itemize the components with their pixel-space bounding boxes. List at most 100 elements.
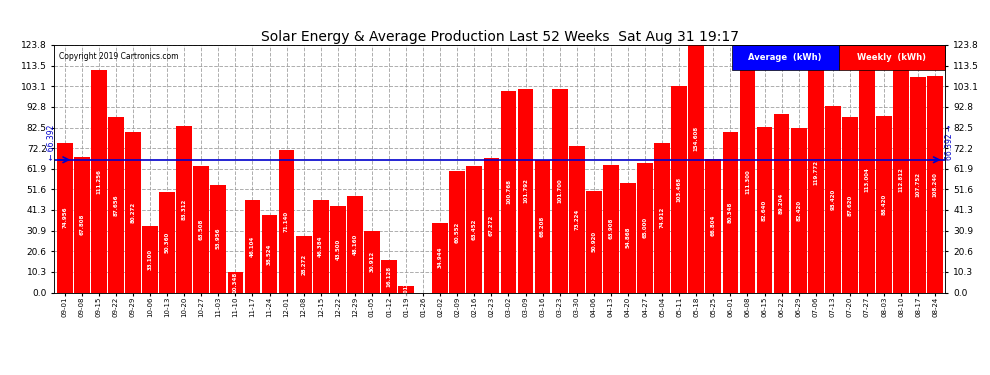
Text: 82.640: 82.640 — [762, 199, 767, 220]
Text: 30.912: 30.912 — [369, 251, 374, 272]
Text: 53.956: 53.956 — [216, 228, 221, 249]
Bar — [876, 116, 892, 292]
Text: 112.812: 112.812 — [899, 167, 904, 192]
Bar — [364, 231, 380, 292]
Bar — [143, 226, 157, 292]
Bar — [671, 86, 687, 292]
Text: 154.608: 154.608 — [694, 125, 699, 150]
Bar — [381, 260, 397, 292]
Text: 82.420: 82.420 — [796, 200, 801, 220]
Bar — [91, 70, 107, 292]
Text: 80.272: 80.272 — [131, 202, 136, 223]
Bar — [193, 165, 209, 292]
Text: ← 66.392: ← 66.392 — [48, 124, 56, 160]
Bar — [398, 286, 414, 292]
Bar — [449, 171, 465, 292]
Bar — [466, 166, 482, 292]
Text: 101.792: 101.792 — [523, 178, 528, 203]
Text: 67.272: 67.272 — [489, 214, 494, 236]
Text: 50.360: 50.360 — [164, 231, 169, 253]
Text: 111.300: 111.300 — [744, 169, 750, 194]
Bar — [279, 150, 294, 292]
Bar — [313, 200, 329, 292]
Text: 54.868: 54.868 — [626, 227, 631, 248]
Bar — [825, 106, 841, 292]
Text: 89.204: 89.204 — [779, 193, 784, 214]
Bar — [483, 158, 499, 292]
Text: 10.348: 10.348 — [233, 272, 238, 293]
Text: 28.272: 28.272 — [301, 254, 306, 275]
Bar — [569, 146, 585, 292]
Bar — [261, 216, 277, 292]
Text: 38.524: 38.524 — [267, 243, 272, 265]
Text: 87.656: 87.656 — [114, 194, 119, 216]
Bar — [108, 117, 124, 292]
Bar — [74, 157, 90, 292]
Text: 63.508: 63.508 — [199, 218, 204, 240]
Text: 83.312: 83.312 — [182, 199, 187, 220]
Text: 60.552: 60.552 — [454, 221, 459, 243]
Text: 63.908: 63.908 — [609, 218, 614, 239]
Bar — [125, 132, 141, 292]
Bar — [808, 53, 824, 292]
Bar — [245, 200, 260, 292]
Text: 80.348: 80.348 — [728, 201, 733, 223]
Bar — [740, 70, 755, 292]
Text: 111.256: 111.256 — [96, 169, 101, 194]
Text: 113.004: 113.004 — [864, 167, 869, 192]
Bar — [688, 0, 704, 292]
Bar — [347, 196, 362, 292]
Text: 101.700: 101.700 — [557, 178, 562, 203]
Bar — [551, 89, 567, 292]
Bar — [56, 142, 72, 292]
Bar — [603, 165, 619, 292]
Bar — [211, 184, 226, 292]
Bar — [842, 117, 857, 292]
Text: Copyright 2019 Cartronics.com: Copyright 2019 Cartronics.com — [59, 53, 178, 62]
Bar — [159, 192, 175, 292]
Text: 3.012: 3.012 — [404, 282, 409, 297]
Text: 67.808: 67.808 — [79, 214, 84, 236]
Bar — [638, 162, 652, 292]
Bar — [620, 183, 636, 292]
Bar — [928, 76, 943, 292]
Text: 66.804: 66.804 — [711, 215, 716, 236]
Text: 43.500: 43.500 — [336, 238, 341, 260]
Text: 93.420: 93.420 — [831, 189, 836, 210]
Bar — [756, 127, 772, 292]
Bar — [330, 206, 346, 292]
Text: 16.128: 16.128 — [386, 266, 391, 287]
Bar — [893, 67, 909, 292]
Text: 66.392 →: 66.392 → — [945, 124, 954, 160]
Text: 103.468: 103.468 — [677, 177, 682, 202]
Text: 33.100: 33.100 — [148, 249, 152, 270]
Text: 46.384: 46.384 — [318, 236, 323, 257]
Bar — [586, 191, 602, 292]
Bar — [723, 132, 739, 292]
Text: 63.452: 63.452 — [472, 218, 477, 240]
Bar — [518, 89, 534, 292]
Bar — [501, 91, 517, 292]
Title: Solar Energy & Average Production Last 52 Weeks  Sat Aug 31 19:17: Solar Energy & Average Production Last 5… — [261, 30, 739, 44]
Bar — [296, 236, 312, 292]
Text: 66.208: 66.208 — [541, 216, 545, 237]
Bar — [433, 223, 448, 292]
Text: 100.768: 100.768 — [506, 179, 511, 204]
Text: 107.752: 107.752 — [916, 172, 921, 197]
Text: 73.224: 73.224 — [574, 209, 579, 230]
Text: 34.944: 34.944 — [438, 247, 443, 268]
Bar — [535, 160, 550, 292]
Text: 108.240: 108.240 — [933, 172, 938, 197]
Bar — [654, 143, 670, 292]
Text: 65.000: 65.000 — [643, 217, 647, 238]
Bar — [859, 67, 875, 292]
Text: 88.420: 88.420 — [881, 194, 886, 215]
Text: 74.956: 74.956 — [62, 207, 67, 228]
Bar — [774, 114, 789, 292]
Bar — [176, 126, 192, 292]
Bar — [791, 128, 807, 292]
Text: 46.104: 46.104 — [249, 236, 255, 257]
Text: 48.160: 48.160 — [352, 234, 357, 255]
Text: 87.620: 87.620 — [847, 194, 852, 216]
Text: 119.772: 119.772 — [813, 160, 818, 185]
